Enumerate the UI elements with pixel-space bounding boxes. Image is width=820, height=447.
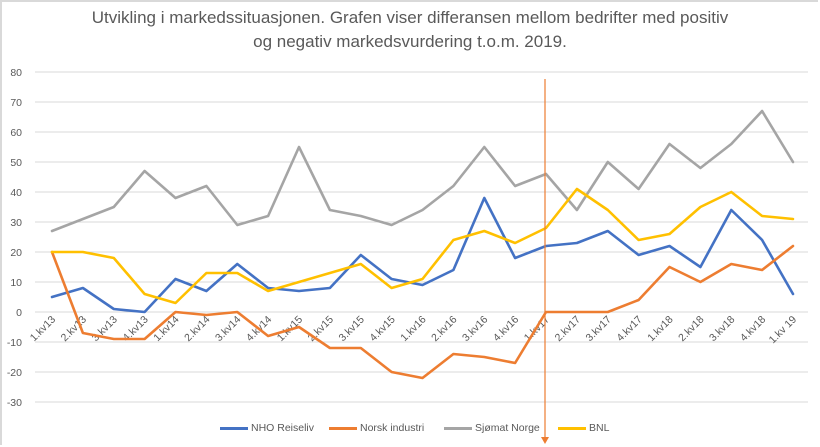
annotations: [541, 79, 549, 444]
x-tick-label: 1.kv 19: [767, 314, 800, 347]
y-tick-label: 0: [16, 307, 22, 319]
series-lines: [50, 109, 795, 380]
x-tick-label: 1.kv18: [645, 314, 675, 344]
x-tick-label: 3.kv14: [213, 314, 243, 344]
x-tick-label: 2.kv17: [553, 314, 583, 344]
x-tick-label: 3.kv17: [584, 314, 614, 344]
legend-label: Norsk industri: [360, 422, 425, 434]
y-tick-label: 70: [10, 97, 22, 109]
y-tick-label: 20: [10, 247, 22, 259]
x-axis-ticks: 1.kv13 2.kv13 3.kv13 4.kv13 1.kv14 2.kv14 3.kv…: [28, 314, 799, 347]
y-tick-label: 60: [10, 127, 22, 139]
y-tick-label: -20: [7, 367, 22, 379]
x-tick-label: 3.kv18: [707, 314, 737, 344]
legend-swatch: [558, 426, 586, 430]
x-tick-label: 2.kv15: [306, 314, 336, 344]
y-tick-label: 80: [10, 67, 22, 79]
x-tick-label: 4.kv15: [367, 314, 397, 344]
x-tick-label: 4.kv16: [491, 314, 521, 344]
legend-swatch: [220, 426, 248, 430]
legend-item: NHO Reiseliv: [220, 422, 314, 434]
x-tick-label: 3.kv15: [337, 314, 367, 344]
chart-title-line-2: og negativ markedsvurdering t.o.m. 2019.: [253, 32, 567, 51]
legend-item: Sjømat Norge: [444, 422, 540, 434]
x-tick-label: 2.kv16: [429, 314, 459, 344]
legend-label: BNL: [589, 422, 610, 434]
gridlines: [35, 71, 808, 403]
y-axis-ticks: 80 70 60 50 40 30 20 10 0 -10 -20 -30: [7, 67, 22, 409]
chart-title: Utvikling i markedssituasjonen. Grafen v…: [0, 6, 820, 54]
chart-title-line-1: Utvikling i markedssituasjonen. Grafen v…: [91, 8, 729, 27]
series-line-sj-mat-norge: [50, 109, 795, 233]
annotation-arrowhead-icon: [541, 437, 549, 444]
x-tick-label: 1.kv13: [28, 314, 58, 344]
x-tick-label: 4.kv17: [614, 314, 644, 344]
y-tick-label: 50: [10, 157, 22, 169]
y-tick-label: 10: [10, 277, 22, 289]
y-tick-label: 40: [10, 187, 22, 199]
legend-item: BNL: [558, 422, 609, 434]
x-tick-label: 2.kv18: [676, 314, 706, 344]
x-tick-label: 2.kv14: [182, 314, 212, 344]
y-tick-label: -30: [7, 397, 22, 409]
y-tick-label: -10: [7, 337, 22, 349]
legend-swatch: [444, 426, 472, 430]
series-line-nho-reiseliv: [50, 196, 795, 314]
y-tick-label: 30: [10, 217, 22, 229]
legend-item: Norsk industri: [329, 422, 424, 434]
legend-label: NHO Reiseliv: [251, 422, 315, 434]
x-tick-label: 3.kv16: [460, 314, 490, 344]
x-tick-label: 1.kv16: [398, 314, 428, 344]
x-tick-label: 4.kv18: [738, 314, 768, 344]
legend-label: Sjømat Norge: [475, 422, 540, 434]
legend-swatch: [329, 426, 357, 430]
legend: NHO Reiseliv Norsk industri Sjømat Norge BN…: [0, 422, 820, 440]
x-tick-label: 2.kv13: [59, 314, 89, 344]
